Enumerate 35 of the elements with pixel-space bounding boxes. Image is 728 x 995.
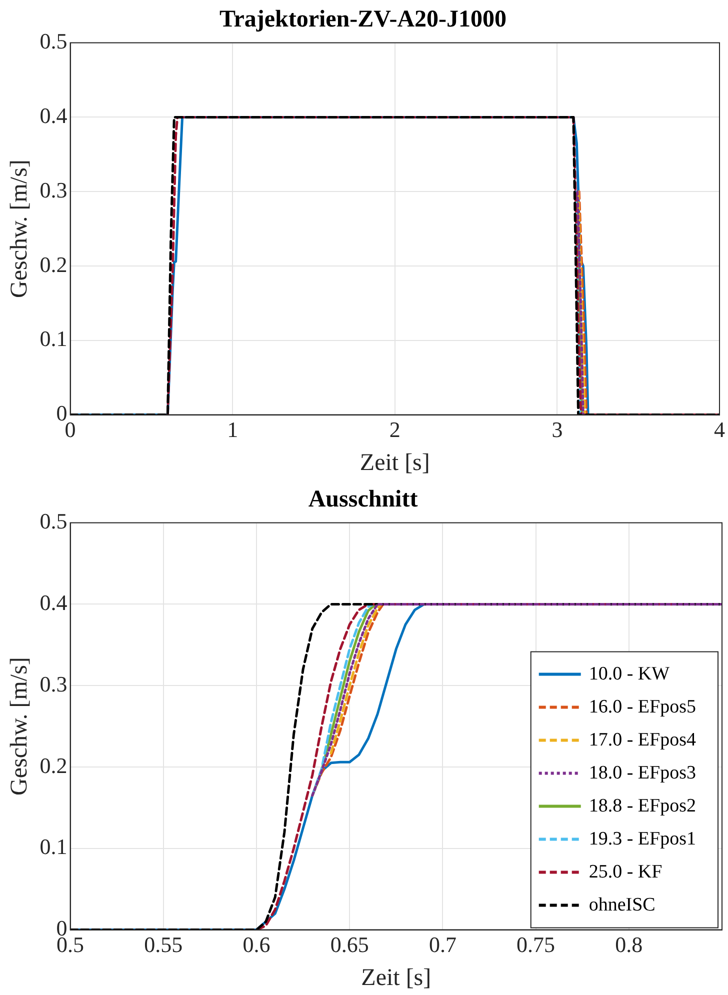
x-tick-label: 0.8: [615, 932, 643, 957]
x-tick-label: 0.75: [516, 932, 556, 957]
x-axis-title: Zeit [s]: [360, 450, 430, 476]
y-tick-label: 0.4: [40, 102, 68, 128]
x-tick-label: 0.7: [428, 932, 456, 957]
y-tick-label: 0: [56, 400, 68, 426]
legend-label: 18.0 - EFpos3: [588, 762, 696, 784]
y-tick-label: 0.3: [40, 177, 68, 202]
legend-label: 25.0 - KF: [588, 861, 662, 882]
y-axis-title: Geschw. [m/s]: [6, 160, 33, 298]
x-tick-label: 0.55: [144, 932, 183, 957]
legend-label: 10.0 - KW: [588, 663, 670, 684]
y-axis-title: Geschw. [m/s]: [6, 657, 33, 796]
y-tick-label: 0.3: [40, 671, 68, 696]
y-tick-label: 0.4: [40, 590, 68, 615]
x-tick-label: 0.6: [242, 932, 270, 957]
legend-label: ohneISC: [588, 894, 656, 916]
x-tick-label: 2: [389, 416, 400, 442]
legend-label: 17.0 - EFpos4: [588, 729, 696, 750]
x-axis-title: Zeit [s]: [361, 964, 432, 991]
x-tick-label: 4: [714, 416, 725, 442]
y-tick-label: 0.1: [40, 326, 68, 352]
y-tick-label: 0.5: [40, 28, 68, 54]
chart-title: Trajektorien-ZV-A20-J1000: [219, 6, 507, 33]
y-tick-label: 0.2: [40, 752, 68, 778]
y-tick-label: 0.1: [40, 834, 68, 860]
x-tick-label: 1: [227, 416, 238, 442]
y-tick-label: 0.5: [40, 508, 68, 534]
chart-title: Ausschnitt: [308, 486, 418, 513]
x-tick-label: 0.65: [330, 932, 369, 957]
legend-label: 18.8 - EFpos2: [588, 795, 696, 816]
legend-label: 19.3 - EFpos1: [588, 828, 696, 850]
y-tick-label: 0.2: [40, 252, 68, 277]
x-tick-label: 3: [552, 416, 563, 442]
legend-label: 16.0 - EFpos5: [588, 696, 696, 718]
